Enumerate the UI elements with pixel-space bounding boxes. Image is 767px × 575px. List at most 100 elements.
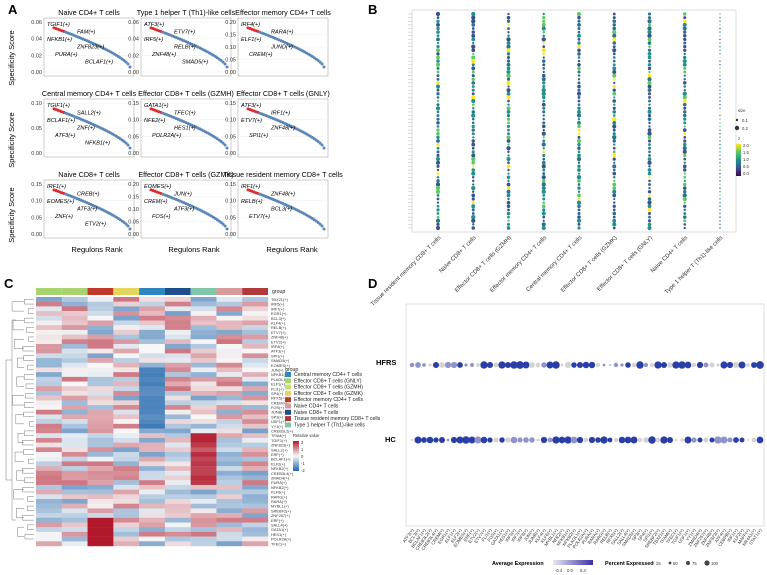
heatmap-cell <box>139 442 166 448</box>
heatmap-cell <box>164 489 191 495</box>
regulon-dot <box>647 117 652 121</box>
regulon-dot <box>647 204 652 209</box>
y-tick-label: 0.00 <box>225 232 236 238</box>
expression-dot <box>498 361 506 369</box>
y-tick-label: 0.06 <box>31 20 42 26</box>
heatmap-cell <box>36 527 62 533</box>
heatmap-cell <box>242 470 269 476</box>
regulon-label: EOMES(+) <box>144 184 171 190</box>
y-tick-label: 0.04 <box>128 37 139 43</box>
regulon-dot <box>613 96 616 99</box>
regulon-dot <box>542 67 546 70</box>
heatmap-cell <box>36 489 62 495</box>
heatmap-cell <box>190 339 217 345</box>
expression-dot <box>746 438 750 442</box>
regulon-dot <box>647 26 652 31</box>
heatmap-cell <box>242 419 269 425</box>
y-tick-label: 0.15 <box>128 195 139 201</box>
heatmap-cell <box>216 513 243 519</box>
regulon-dot <box>612 88 616 92</box>
expression-dot <box>576 361 584 369</box>
regulon-dot <box>471 171 476 176</box>
heatmap-row-label: FOS(+) <box>271 405 285 410</box>
regulon-dot <box>719 49 721 51</box>
heatmap-cell <box>139 311 166 316</box>
expression-dot <box>643 437 649 443</box>
regulon-dot <box>613 179 616 182</box>
regulon-dot <box>682 182 687 187</box>
heatmap-cell <box>87 428 114 434</box>
heatmap-cell <box>61 527 88 533</box>
regulon-dot <box>471 201 475 205</box>
heatmap-cell <box>87 517 114 523</box>
heatmap-cell <box>61 461 88 467</box>
expression-dot <box>618 436 626 444</box>
heatmap-cell <box>139 405 166 410</box>
regulon-dot <box>471 208 475 212</box>
regulon-dot <box>577 62 581 67</box>
regulon-dot <box>471 218 476 223</box>
regulon-dot <box>577 22 581 27</box>
regulon-dot <box>612 84 616 89</box>
regulon-label: ZNF823(+) <box>76 45 104 51</box>
regulon-dot <box>719 187 721 189</box>
regulon-dot <box>506 41 511 45</box>
regulon-dot <box>612 204 616 208</box>
expression-dot <box>636 361 644 369</box>
heatmap-cell <box>164 348 191 354</box>
regulon-dot <box>506 146 511 151</box>
expression-dot <box>446 438 450 442</box>
regulon-dot <box>612 171 617 176</box>
heatmap-cell <box>139 301 166 307</box>
regulon-dot <box>613 78 616 81</box>
heatmap-cell <box>242 315 269 321</box>
heatmap-cell <box>190 456 217 462</box>
heatmap-cell <box>164 527 191 533</box>
regulon-dot <box>577 190 581 193</box>
heatmap-cell <box>216 466 243 472</box>
regulon-dot <box>436 201 440 204</box>
panel-d-dotplot: ATF3(+)BCL3(+)BCLAF1(+)CREB3L2(+)CREB3L4… <box>402 361 764 551</box>
heatmap-cell <box>87 348 114 354</box>
regulon-dot <box>436 48 440 53</box>
regulon-dot <box>719 154 721 157</box>
regulon-dot <box>471 81 476 85</box>
regulon-dot <box>612 73 617 78</box>
regulon-dot <box>719 27 721 30</box>
expression-dot <box>667 362 673 368</box>
regulon-dot <box>541 73 546 78</box>
expression-dot <box>703 437 709 443</box>
heatmap-cell <box>190 362 217 368</box>
heatmap-cell <box>242 499 269 504</box>
regulon-dot <box>719 125 721 128</box>
regulon-dot <box>683 117 687 121</box>
avg-tick-2: 0.4 <box>580 568 586 573</box>
regulon-dot <box>436 215 440 219</box>
regulon-dot <box>471 74 475 78</box>
heatmap-cell <box>190 475 217 481</box>
heatmap-cell <box>164 437 191 443</box>
regulon-dot <box>577 135 581 139</box>
heatmap-cell <box>113 484 140 490</box>
heatmap-cell <box>242 461 269 467</box>
heatmap-cell <box>190 297 217 302</box>
regulon-dot <box>506 193 511 198</box>
regulon-dot <box>719 209 721 211</box>
regulon-dot <box>683 153 687 158</box>
heatmap-row-label: NFKB1(+) <box>271 372 289 377</box>
heatmap-cell <box>242 423 269 429</box>
expression-dot <box>504 361 512 369</box>
heatmap-cell <box>87 353 114 359</box>
regulon-dot <box>683 106 687 110</box>
heatmap-cell <box>36 329 62 335</box>
heatmap-cell <box>190 405 217 410</box>
regulon-dot <box>506 44 511 49</box>
heatmap-cell <box>164 297 191 302</box>
heatmap-cell <box>190 306 217 312</box>
regulon-dot <box>719 13 721 15</box>
y-tick-label: 0.05 <box>225 58 236 64</box>
heatmap-cell <box>242 480 269 486</box>
regulon-dot <box>506 88 511 93</box>
regulon-dot <box>648 59 651 63</box>
expression-dot <box>540 436 548 444</box>
